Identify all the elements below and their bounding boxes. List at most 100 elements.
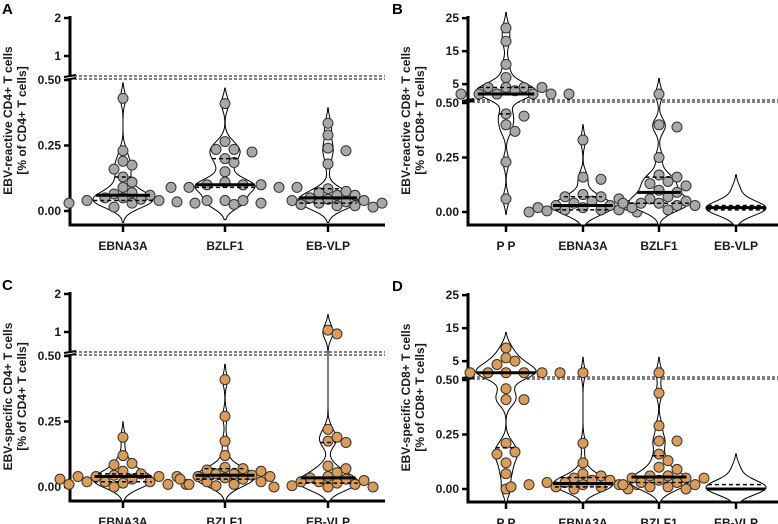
data-point bbox=[286, 480, 298, 492]
data-point bbox=[322, 435, 334, 447]
data-point bbox=[577, 189, 589, 201]
data-point bbox=[219, 435, 231, 447]
data-point bbox=[500, 383, 512, 395]
data-point bbox=[255, 197, 267, 209]
data-point bbox=[340, 463, 352, 475]
data-point bbox=[255, 179, 267, 191]
data-point bbox=[376, 197, 388, 209]
data-point bbox=[367, 201, 379, 213]
data-point bbox=[680, 195, 692, 207]
y-tick-label: 25 bbox=[446, 288, 460, 302]
data-point bbox=[322, 423, 334, 435]
data-point bbox=[500, 457, 512, 469]
data-point bbox=[500, 437, 512, 449]
data-point bbox=[174, 473, 186, 485]
y-axis-label: EBV-reactive CD4+ T cells bbox=[1, 46, 15, 195]
data-point bbox=[340, 185, 352, 197]
data-point bbox=[568, 483, 580, 495]
data-point bbox=[331, 328, 343, 340]
data-point bbox=[500, 394, 512, 406]
y-tick-label: 0.50 bbox=[38, 73, 62, 87]
data-point bbox=[554, 367, 566, 379]
data-point bbox=[500, 35, 512, 47]
data-point bbox=[367, 481, 379, 493]
data-point bbox=[322, 481, 334, 493]
data-point bbox=[108, 481, 120, 493]
data-point bbox=[518, 110, 530, 122]
y-tick-label: 0.25 bbox=[38, 139, 62, 153]
data-point bbox=[255, 465, 267, 477]
axis-break-mark bbox=[461, 98, 475, 102]
data-point bbox=[500, 156, 512, 168]
y-tick-label: 15 bbox=[446, 44, 460, 58]
data-point bbox=[500, 193, 512, 205]
data-point bbox=[500, 119, 512, 131]
data-point bbox=[653, 387, 665, 399]
data-point bbox=[500, 342, 512, 354]
data-point bbox=[219, 374, 231, 386]
x-tick-label: EBNA3A bbox=[98, 515, 148, 524]
data-point bbox=[662, 204, 674, 216]
x-tick-label: EB-VLP bbox=[714, 239, 758, 253]
y-tick-label: 5 bbox=[452, 354, 459, 368]
y-axis-label: EBV-reactive CD8+ T cells bbox=[399, 46, 413, 195]
x-tick-label: P P bbox=[496, 516, 515, 524]
data-point bbox=[577, 134, 589, 146]
data-point bbox=[500, 58, 512, 70]
x-tick-label: EB-VLP bbox=[306, 239, 350, 253]
data-point bbox=[464, 367, 476, 379]
data-point bbox=[210, 143, 222, 155]
panel-c: C EBV-specific CD4+ T cells [% of CD4+ T c… bbox=[1, 277, 385, 524]
data-point bbox=[108, 163, 120, 175]
data-point bbox=[117, 477, 129, 489]
x-tick-label: EBNA3A bbox=[558, 239, 608, 253]
data-point bbox=[63, 197, 75, 209]
data-point bbox=[653, 119, 665, 131]
data-point bbox=[322, 117, 334, 129]
data-point bbox=[219, 410, 231, 422]
data-point bbox=[509, 355, 521, 367]
data-point bbox=[689, 199, 701, 211]
data-point bbox=[455, 88, 467, 100]
data-point bbox=[680, 483, 692, 495]
y-tick-label: 15 bbox=[446, 321, 460, 335]
data-point bbox=[322, 129, 334, 141]
data-point bbox=[358, 195, 370, 207]
data-point bbox=[563, 88, 575, 100]
data-point bbox=[595, 173, 607, 185]
y-tick-label: 0.50 bbox=[38, 349, 62, 363]
data-point bbox=[662, 481, 674, 493]
data-point bbox=[255, 476, 267, 488]
data-point bbox=[653, 152, 665, 163]
y-tick-label: 0.50 bbox=[436, 373, 460, 387]
data-point bbox=[331, 467, 343, 479]
data-point bbox=[228, 157, 240, 169]
data-point bbox=[577, 171, 589, 183]
data-point bbox=[653, 435, 665, 447]
data-point bbox=[268, 481, 280, 493]
data-point bbox=[322, 324, 334, 336]
y-tick-label: 0.00 bbox=[436, 205, 460, 219]
x-tick-label: BZLF1 bbox=[206, 515, 244, 524]
data-point bbox=[653, 367, 665, 379]
data-point bbox=[286, 195, 298, 207]
data-point bbox=[165, 181, 177, 193]
data-point bbox=[63, 478, 75, 490]
data-point bbox=[532, 202, 544, 214]
data-point bbox=[340, 436, 352, 448]
data-point bbox=[644, 193, 656, 205]
y-tick-label: 2 bbox=[54, 287, 61, 301]
data-point bbox=[541, 205, 553, 217]
y-tick-label: 0.25 bbox=[38, 415, 62, 429]
y-tick-label: 2 bbox=[54, 11, 61, 25]
panel-label: D bbox=[392, 278, 403, 295]
data-point bbox=[183, 181, 195, 193]
data-point bbox=[680, 180, 692, 192]
data-point bbox=[541, 476, 553, 488]
data-point bbox=[126, 176, 138, 188]
y-tick-label: 1 bbox=[54, 325, 61, 339]
data-point bbox=[264, 471, 276, 483]
data-point bbox=[500, 72, 512, 84]
y-tick-label: 0.00 bbox=[38, 480, 62, 494]
data-point bbox=[108, 201, 120, 213]
